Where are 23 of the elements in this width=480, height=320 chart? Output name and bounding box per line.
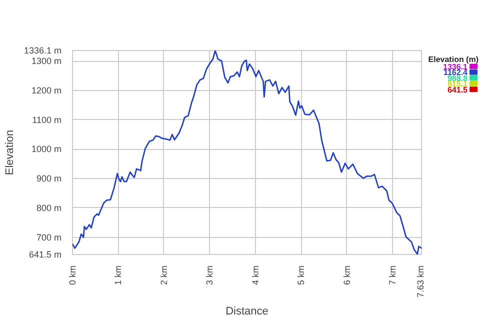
y-tick-label: 1000 m: [31, 144, 62, 154]
y-tick-label: 641.5 m: [28, 250, 62, 260]
x-tick-label: 1 km: [113, 265, 124, 286]
line-series: [72, 50, 422, 254]
x-tick-label: 7 km: [388, 265, 398, 286]
x-tick-label: 7.63 km: [416, 266, 426, 298]
y-tick-label: 1200 m: [31, 85, 62, 96]
y-tick-label: 700 m: [36, 232, 62, 242]
y-tick-label: 1100 m: [32, 114, 62, 125]
color-bar-title: Elevation (m): [428, 54, 479, 64]
x-axis-title: Distance: [226, 306, 268, 318]
y-axis-title: Elevation: [4, 130, 16, 176]
x-tick-label: 4 km: [250, 265, 260, 286]
y-tick-label: 1300 m: [31, 56, 62, 66]
x-tick-label: 0 km: [68, 265, 78, 286]
x-tick-label: 3 km: [204, 265, 215, 286]
x-tick-label: 5 km: [296, 265, 306, 286]
y-tick-label: 900 m: [36, 174, 62, 184]
y-tick-label: 1336.1 m: [24, 46, 62, 56]
color-bar-label: 641.5: [447, 85, 468, 94]
x-tick-label: 6 km: [342, 265, 352, 286]
y-tick-label: 800 m: [36, 202, 62, 213]
x-tick-label: 2 km: [158, 265, 169, 286]
